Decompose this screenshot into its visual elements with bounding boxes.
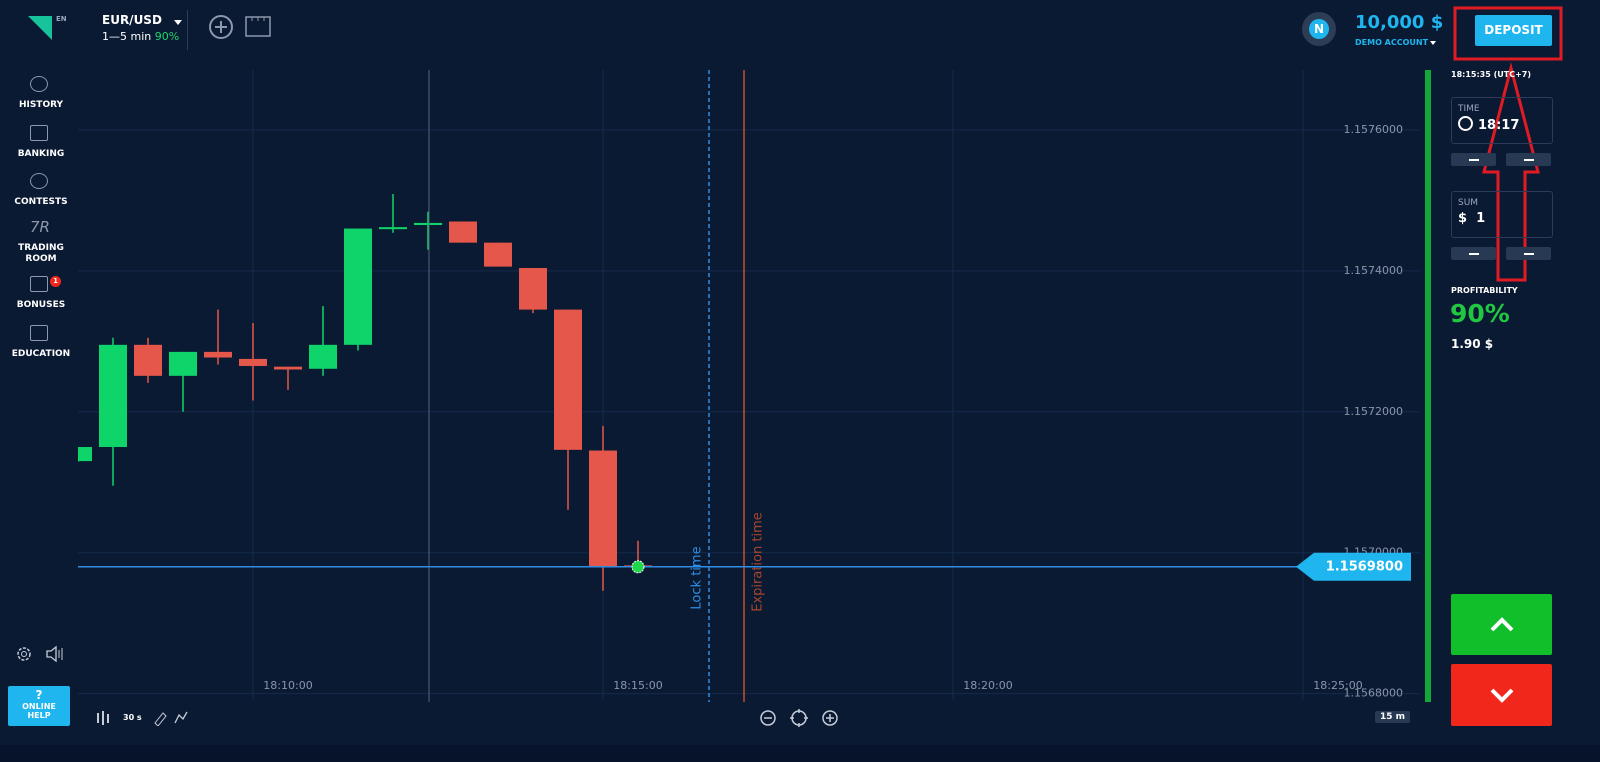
sidebar-icon[interactable]	[30, 125, 48, 141]
timeframe[interactable]: 15 m	[1375, 711, 1411, 723]
expiry-label: Expiration time	[751, 512, 766, 612]
current-dot	[631, 560, 645, 574]
profit: 90%	[1450, 299, 1510, 328]
profit-label: PROFITABILITY	[1451, 286, 1518, 295]
sum-label: SUM	[1458, 198, 1479, 208]
y-tick-label: 1.1572000	[1344, 405, 1404, 418]
y-tick-label: 1.1574000	[1344, 264, 1404, 277]
sidebar-item[interactable]: CONTESTS	[14, 197, 68, 207]
account[interactable]: DEMO ACCOUNT	[1355, 38, 1429, 47]
deposit-button[interactable]: DEPOSIT	[1475, 15, 1552, 46]
tr-icon: 7R	[30, 218, 50, 236]
candle-body	[379, 227, 407, 230]
sum-box[interactable]: SUM $ 1	[1451, 191, 1553, 238]
account-caret[interactable]	[1430, 41, 1436, 45]
candle-body	[274, 366, 302, 370]
settings-icons[interactable]	[14, 644, 70, 664]
logo[interactable]	[28, 16, 52, 40]
candle-body	[414, 222, 442, 226]
candle-body	[344, 228, 372, 345]
tool-icons[interactable]	[95, 710, 190, 726]
sum-value: 1	[1476, 211, 1486, 226]
x-tick-label: 18:15:00	[613, 679, 662, 692]
sidebar-item[interactable]: BANKING	[17, 149, 65, 159]
y-tick-label: 1.1568000	[1344, 687, 1404, 700]
duration: 1—5 min	[102, 30, 152, 43]
x-tick-label: 18:20:00	[963, 679, 1012, 692]
timer-bar	[1425, 70, 1431, 702]
price-tag	[1296, 552, 1411, 581]
annotation-arrow	[1482, 62, 1540, 282]
sum-currency: $	[1458, 211, 1468, 226]
candle-body	[449, 221, 477, 243]
sidebar-icon[interactable]	[30, 76, 48, 92]
avatar: N	[1309, 19, 1329, 39]
sum-plus[interactable]	[1506, 247, 1551, 260]
payout: 90%	[154, 30, 180, 43]
candle-body	[204, 351, 232, 358]
lock-label: Lock time	[690, 546, 705, 609]
time-plus[interactable]	[1506, 153, 1551, 166]
x-tick-label: 18:25:00	[1313, 679, 1362, 692]
profit-amount: 1.90 $	[1451, 337, 1494, 351]
candle-body	[519, 268, 547, 310]
help-icon: ?	[35, 688, 43, 702]
candle-body	[78, 447, 92, 462]
header-icons[interactable]	[208, 14, 272, 40]
clock-icon	[1458, 116, 1473, 131]
candle-body	[239, 358, 267, 366]
sidebar-icon[interactable]	[30, 173, 48, 189]
put-button[interactable]	[1451, 664, 1552, 726]
zoom-icons[interactable]	[758, 708, 842, 728]
sum-minus[interactable]	[1451, 247, 1496, 260]
help-button[interactable]: ? ONLINE HELP	[8, 686, 70, 726]
pair-caret[interactable]	[174, 20, 182, 25]
divider	[187, 10, 188, 50]
sidebar-item[interactable]: EDUCATION	[11, 349, 71, 359]
time-value: 18:17	[1478, 118, 1520, 133]
time-box[interactable]: TIME 18:17	[1451, 97, 1553, 144]
time-minus[interactable]	[1451, 153, 1496, 166]
sidebar-icon[interactable]	[30, 325, 48, 341]
highlight-box	[1453, 6, 1563, 61]
candle-body	[309, 344, 337, 369]
candle-body	[484, 242, 512, 267]
candle-body	[589, 450, 617, 567]
candle-body	[134, 344, 162, 376]
candle-body	[99, 344, 127, 448]
interval[interactable]: 30 s	[123, 713, 142, 722]
call-button[interactable]	[1451, 594, 1552, 655]
candle-body	[554, 309, 582, 450]
y-tick-label: 1.1576000	[1344, 123, 1404, 136]
bonus-badge: 1	[50, 276, 61, 287]
candle-body	[169, 351, 197, 376]
clock: 18:15:35 (UTC+7)	[1451, 70, 1531, 79]
pair[interactable]: EUR/USD	[102, 13, 162, 27]
bottom-strip	[0, 745, 1600, 762]
help-label: ONLINE HELP	[22, 702, 56, 720]
sidebar-item[interactable]: HISTORY	[18, 100, 64, 110]
lang[interactable]: EN	[56, 15, 67, 23]
time-label: TIME	[1458, 104, 1480, 114]
sidebar-item[interactable]: TRADING ROOM	[18, 243, 64, 264]
balance[interactable]: 10,000 $	[1355, 12, 1444, 33]
sidebar-icon[interactable]	[30, 276, 48, 292]
avatar-ring[interactable]: N	[1302, 12, 1336, 46]
x-tick-label: 18:10:00	[263, 679, 312, 692]
sidebar-item[interactable]: BONUSES	[16, 300, 66, 310]
price-tag-label: 1.1569800	[1326, 559, 1403, 574]
